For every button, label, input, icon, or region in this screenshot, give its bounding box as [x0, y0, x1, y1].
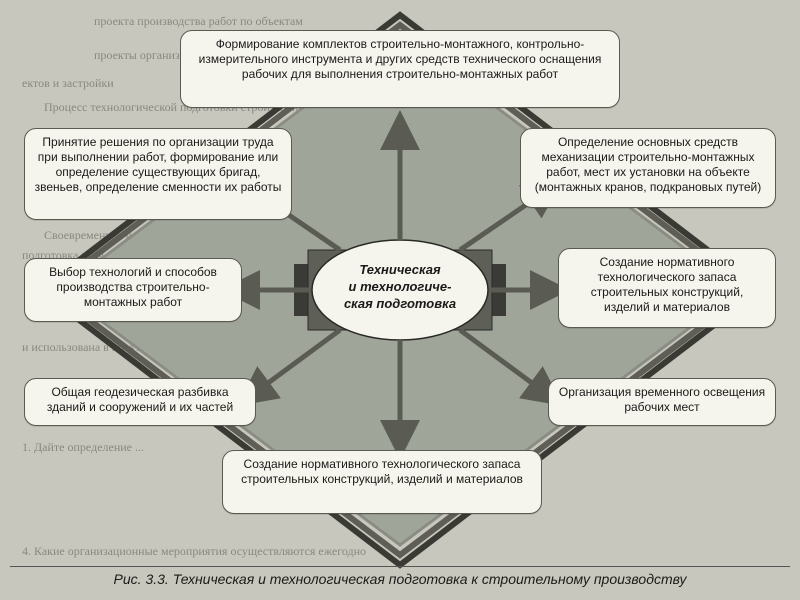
node-text: Принятие решения по организации труда пр…	[35, 135, 282, 194]
node-box-top-left: Принятие решения по организации труда пр…	[24, 128, 292, 220]
node-box-top: Формирование комплектов строительно-монт…	[180, 30, 620, 108]
node-text: Общая геодезическая разбивка зданий и со…	[47, 385, 233, 414]
caption-text: Рис. 3.3. Техническая и технологическая …	[114, 571, 687, 587]
node-text: Создание нормативного технологического з…	[241, 457, 523, 486]
diagram-page: проекта производства работ по объектампр…	[0, 0, 800, 600]
node-box-mid-right: Создание нормативного технологического з…	[558, 248, 776, 328]
node-box-mid-left: Выбор технологий и способов производства…	[24, 258, 242, 322]
node-text: Выбор технологий и способов производства…	[49, 265, 217, 309]
node-text: Создание нормативного технологического з…	[591, 255, 744, 314]
node-text: Определение основных средств механизации…	[535, 135, 762, 194]
central-label-line: и технологиче-	[349, 279, 452, 294]
node-text: Организация временного освещения рабочих…	[559, 385, 765, 414]
central-node-label: Техническая и технологиче-ская подготовка	[320, 262, 480, 313]
figure-caption: Рис. 3.3. Техническая и технологическая …	[10, 566, 790, 587]
central-label-line: Техническая	[359, 262, 440, 277]
node-box-bottom-right: Организация временного освещения рабочих…	[548, 378, 776, 426]
node-box-bottom-left: Общая геодезическая разбивка зданий и со…	[24, 378, 256, 426]
node-box-top-right: Определение основных средств механизации…	[520, 128, 776, 208]
central-label-line: ская подготовка	[344, 296, 456, 311]
node-box-bottom: Создание нормативного технологического з…	[222, 450, 542, 514]
node-text: Формирование комплектов строительно-монт…	[199, 37, 602, 81]
